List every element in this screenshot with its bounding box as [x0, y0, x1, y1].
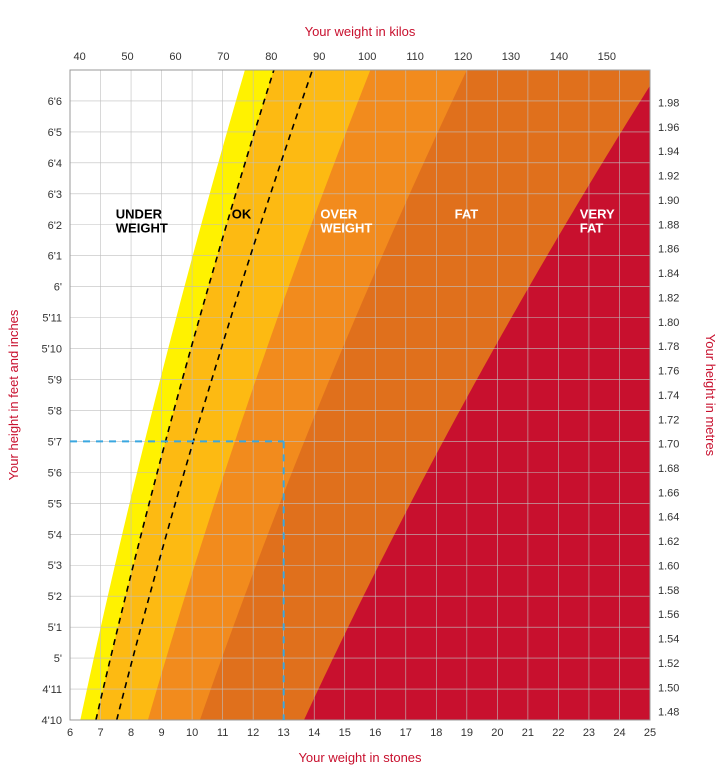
svg-text:5'7: 5'7 [48, 436, 62, 448]
svg-text:FAT: FAT [580, 221, 604, 236]
svg-text:5': 5' [54, 653, 62, 665]
svg-text:1.64: 1.64 [658, 512, 679, 524]
svg-text:5'4: 5'4 [48, 529, 62, 541]
svg-text:1.76: 1.76 [658, 366, 679, 378]
svg-text:70: 70 [217, 51, 229, 63]
svg-text:110: 110 [406, 51, 424, 63]
svg-text:FAT: FAT [455, 207, 479, 222]
svg-text:11: 11 [217, 727, 228, 739]
svg-text:OK: OK [232, 207, 252, 222]
svg-text:5'2: 5'2 [48, 591, 62, 603]
svg-text:50: 50 [121, 51, 133, 63]
svg-text:OVER: OVER [320, 207, 357, 222]
svg-text:1.80: 1.80 [658, 317, 679, 329]
svg-text:1.52: 1.52 [658, 658, 679, 670]
bmi-regions [70, 70, 650, 720]
svg-text:6'2: 6'2 [48, 220, 62, 232]
svg-text:1.62: 1.62 [658, 536, 679, 548]
svg-text:6'5: 6'5 [48, 127, 62, 139]
svg-text:19: 19 [461, 727, 473, 739]
axis-title-left: Your height in feet and inches [6, 309, 21, 480]
svg-text:15: 15 [339, 727, 351, 739]
svg-text:WEIGHT: WEIGHT [320, 221, 372, 236]
bmi-chart-svg: UNDERWEIGHTOKOVERWEIGHTFATVERYFAT4050607… [0, 0, 720, 772]
svg-text:5'5: 5'5 [48, 498, 62, 510]
svg-text:80: 80 [265, 51, 277, 63]
svg-text:7: 7 [97, 727, 103, 739]
svg-text:UNDER: UNDER [116, 207, 163, 222]
svg-text:8: 8 [128, 727, 134, 739]
svg-text:1.58: 1.58 [658, 585, 679, 597]
svg-text:130: 130 [502, 51, 520, 63]
svg-text:1.72: 1.72 [658, 414, 679, 426]
axis-title-bottom: Your weight in stones [298, 750, 422, 765]
svg-text:6'3: 6'3 [48, 189, 62, 201]
svg-text:6'1: 6'1 [48, 251, 62, 263]
svg-text:13: 13 [278, 727, 290, 739]
svg-text:1.98: 1.98 [658, 97, 679, 109]
svg-text:140: 140 [550, 51, 568, 63]
svg-text:1.88: 1.88 [658, 219, 679, 231]
svg-text:14: 14 [308, 727, 320, 739]
svg-text:1.56: 1.56 [658, 609, 679, 621]
svg-text:4'10: 4'10 [42, 715, 62, 727]
svg-text:4'11: 4'11 [42, 684, 62, 696]
svg-text:1.74: 1.74 [658, 390, 679, 402]
svg-text:1.60: 1.60 [658, 560, 679, 572]
svg-text:12: 12 [247, 727, 259, 739]
svg-text:120: 120 [454, 51, 472, 63]
svg-text:24: 24 [613, 727, 625, 739]
svg-text:1.84: 1.84 [658, 268, 679, 280]
svg-text:1.48: 1.48 [658, 707, 679, 719]
svg-text:16: 16 [369, 727, 381, 739]
svg-text:60: 60 [169, 51, 181, 63]
svg-text:100: 100 [358, 51, 376, 63]
svg-text:40: 40 [73, 51, 85, 63]
svg-text:5'3: 5'3 [48, 560, 62, 572]
svg-text:1.96: 1.96 [658, 122, 679, 134]
svg-text:1.82: 1.82 [658, 292, 679, 304]
svg-text:WEIGHT: WEIGHT [116, 221, 168, 236]
svg-text:25: 25 [644, 727, 656, 739]
svg-text:22: 22 [552, 727, 564, 739]
bmi-chart: UNDERWEIGHTOKOVERWEIGHTFATVERYFAT4050607… [0, 0, 720, 772]
svg-text:10: 10 [186, 727, 198, 739]
axis-title-right: Your height in metres [703, 334, 718, 457]
svg-text:1.92: 1.92 [658, 171, 679, 183]
svg-text:1.78: 1.78 [658, 341, 679, 353]
svg-text:90: 90 [313, 51, 325, 63]
svg-text:21: 21 [522, 727, 534, 739]
svg-text:1.94: 1.94 [658, 146, 679, 158]
svg-text:18: 18 [430, 727, 442, 739]
svg-text:9: 9 [159, 727, 165, 739]
svg-text:5'11: 5'11 [42, 313, 62, 325]
svg-text:1.68: 1.68 [658, 463, 679, 475]
svg-text:6'6: 6'6 [48, 96, 62, 108]
svg-text:6: 6 [67, 727, 73, 739]
svg-text:150: 150 [598, 51, 616, 63]
svg-text:17: 17 [400, 727, 412, 739]
svg-text:5'10: 5'10 [42, 344, 62, 356]
svg-text:5'9: 5'9 [48, 375, 62, 387]
svg-text:5'1: 5'1 [48, 622, 62, 634]
svg-text:5'8: 5'8 [48, 405, 62, 417]
svg-text:1.54: 1.54 [658, 634, 679, 646]
svg-text:1.86: 1.86 [658, 244, 679, 256]
svg-text:6': 6' [54, 282, 62, 294]
svg-text:6'4: 6'4 [48, 158, 62, 170]
svg-text:5'6: 5'6 [48, 467, 62, 479]
svg-text:1.50: 1.50 [658, 682, 679, 694]
svg-text:1.70: 1.70 [658, 439, 679, 451]
axis-title-top: Your weight in kilos [305, 24, 416, 39]
svg-text:20: 20 [491, 727, 503, 739]
svg-text:23: 23 [583, 727, 595, 739]
svg-text:1.66: 1.66 [658, 487, 679, 499]
svg-text:1.90: 1.90 [658, 195, 679, 207]
svg-text:VERY: VERY [580, 207, 615, 222]
